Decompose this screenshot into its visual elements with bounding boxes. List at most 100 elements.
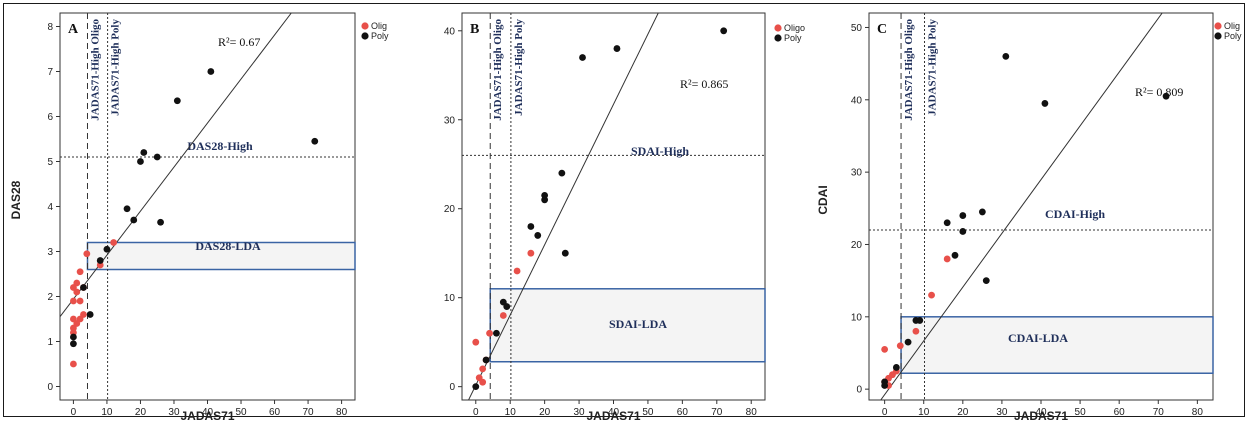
legend-label: Poly [784,33,802,43]
x-tick-label: 80 [336,407,348,418]
x-tick-label: 30 [168,407,180,418]
x-tick-label: 0 [882,407,888,418]
y-tick-label: 40 [444,26,456,37]
y-tick-label: 0 [449,382,455,393]
x-tick-label: 40 [1035,407,1047,418]
lda-box-label: SDAI-LDA [609,317,667,331]
x-tick-label: 10 [505,407,517,418]
poly-point [951,251,959,259]
y-tick-label: 20 [444,204,456,215]
oligo-cutoff-label: JADAS71-High Oligo [89,19,101,121]
x-tick-label: 0 [71,407,77,418]
oligo-point [513,267,521,275]
x-axis-label: JADAS71 [1014,409,1068,422]
poly-cutoff-label: JADAS71-High Poly [110,19,122,116]
y-tick-label: 30 [851,168,863,179]
fit-line [880,13,1163,400]
r-squared-label: R²= 0.865 [680,77,728,91]
poly-point [157,218,164,226]
lda-box-label: DAS28-LDA [195,239,261,253]
x-tick-label: 60 [269,407,281,418]
y-axis-label: CDAI [816,185,830,214]
poly-point [720,27,728,35]
figure-frame [3,3,1245,417]
legend-marker [361,22,369,30]
x-axis-label: JADAS71 [180,409,234,422]
x-tick-label: 50 [642,407,654,418]
poly-point [579,54,586,61]
poly-point [103,245,111,253]
legend-label: Oligo [784,23,805,33]
lda-box [900,316,1214,374]
poly-point [1041,100,1049,107]
x-tick-label: 60 [1114,407,1126,418]
oligo-point [499,312,507,319]
panel-c: CDAI-LDA CDAI-High JADAS71-High Oligo JADAS… [816,12,1242,422]
y-tick-label: 6 [47,112,53,123]
oligo-point [472,338,480,346]
x-tick-label: 20 [539,407,551,418]
high-cutoff-label: SDAI-High [631,144,689,158]
panel-label: C [877,22,887,37]
poly-point [137,158,144,165]
oligo-point [486,329,493,337]
legend-marker [1214,32,1222,40]
poly-point [86,311,94,318]
oligo-cutoff-label: JADAS71-High Oligo [903,19,915,121]
poly-point [311,137,319,145]
poly-point [130,216,138,224]
y-tick-label: 50 [851,23,863,34]
x-tick-label: 70 [303,407,315,418]
poly-point [959,228,967,235]
oligo-point [73,288,81,296]
x-tick-label: 70 [711,407,723,418]
oligo-point [928,291,935,299]
legend-label: Poly [371,31,389,41]
x-tick-label: 60 [677,407,689,418]
poly-point [173,97,181,105]
panel-label: B [470,22,479,37]
oligo-point [70,297,77,305]
legend-marker [774,34,782,42]
poly-point [978,208,986,216]
x-tick-label: 80 [746,407,758,418]
poly-point [140,149,148,156]
y-tick-label: 5 [47,157,53,168]
x-axis-label: JADAS71 [586,409,640,422]
oligo-point [479,365,487,373]
oligo-point [76,297,84,305]
legend-label: Olig [1224,21,1240,31]
lda-box [86,241,356,271]
poly-point [493,329,500,337]
y-tick-label: 20 [851,240,863,251]
oligo-point [896,342,904,350]
y-tick-label: 1 [47,337,53,348]
oligo-point [912,327,920,335]
poly-point [561,249,569,257]
lda-box [489,288,766,363]
poly-point [943,219,951,227]
x-tick-label: 20 [135,407,147,418]
poly-point [959,212,967,219]
poly-point [207,68,215,75]
poly-point [892,364,900,371]
panel-a: DAS28-LDA DAS28-High JADAS71-High Oligo JAD… [9,12,389,422]
poly-point [1002,53,1010,60]
legend-label: Olig [371,21,387,31]
poly-point [613,45,621,52]
oligo-point [943,255,951,263]
oligo-point [527,249,535,257]
poly-cutoff-label: JADAS71-High Poly [927,19,939,116]
poly-point [541,191,549,199]
poly-point [123,205,131,213]
legend-marker [774,24,782,32]
y-tick-label: 10 [851,312,863,323]
oligo-point [73,279,81,287]
r-squared-label: R²= 0.809 [1135,85,1183,99]
x-tick-label: 0 [473,407,479,418]
y-tick-label: 10 [444,293,456,304]
oligo-point [83,250,91,258]
poly-cutoff-label: JADAS71-High Poly [513,19,525,116]
poly-point [472,383,480,391]
